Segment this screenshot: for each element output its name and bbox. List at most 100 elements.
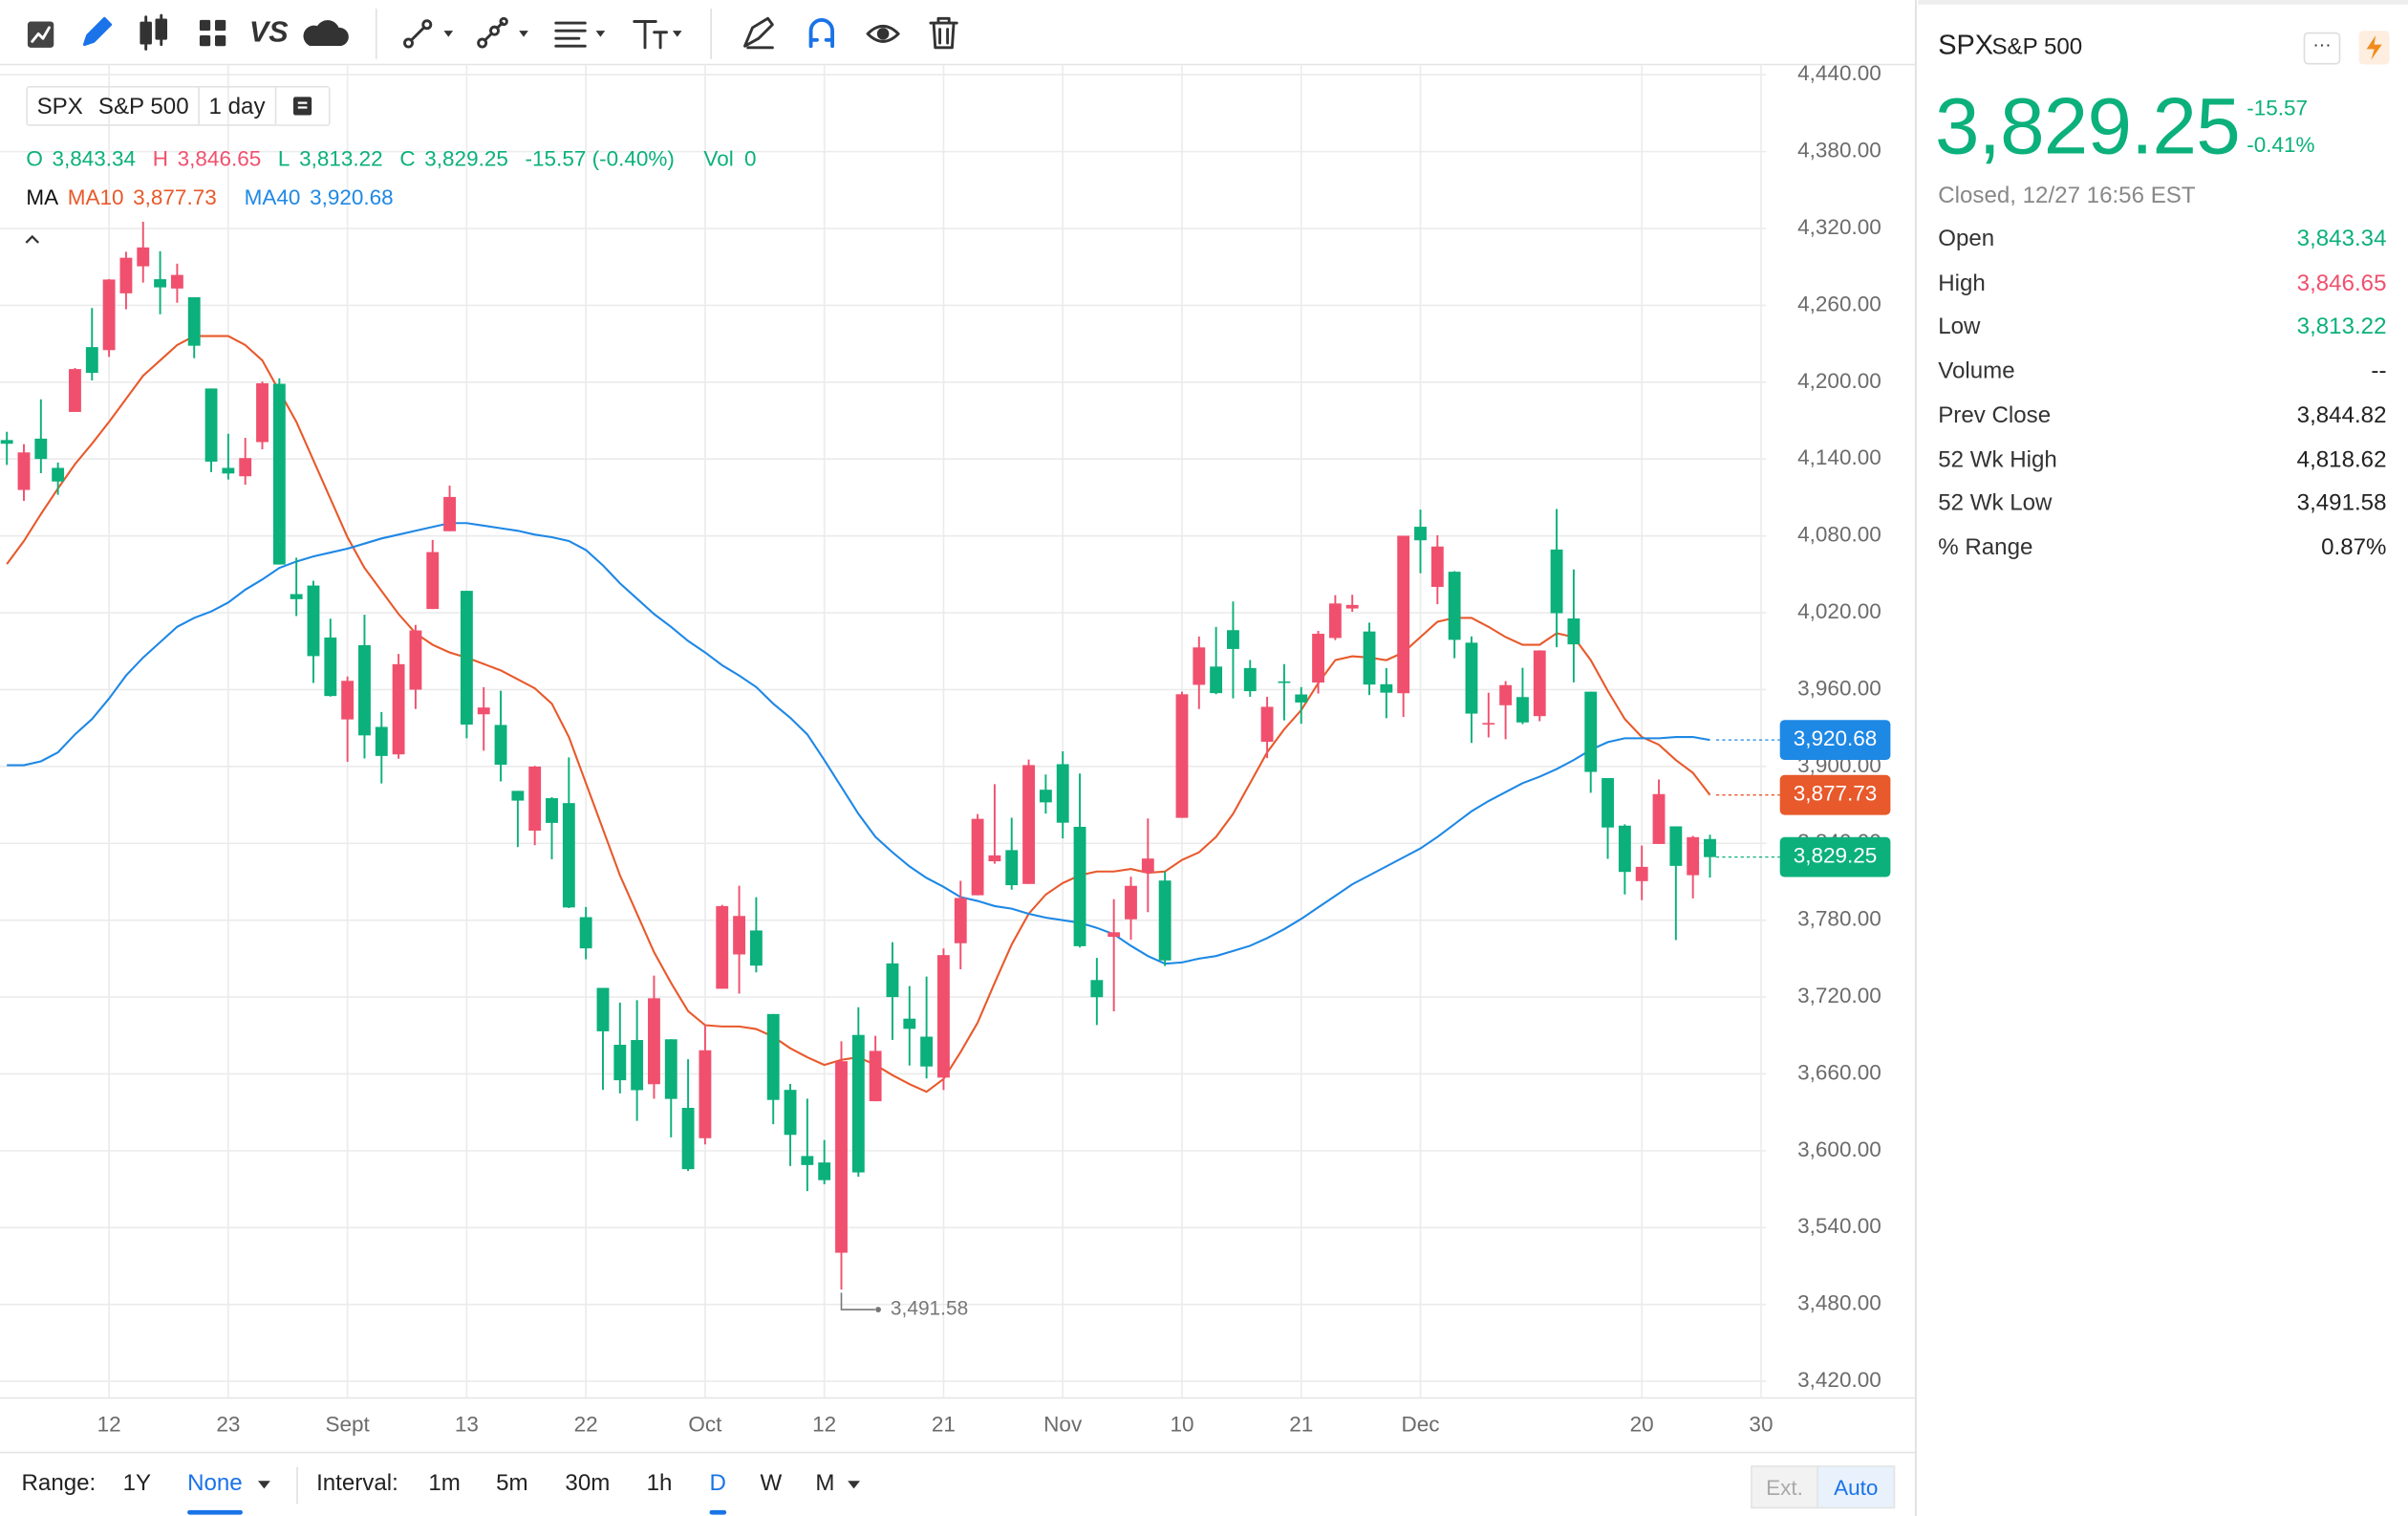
stat-label: 52 Wk Low <box>1938 489 2053 517</box>
stat-row: Low 3,813.22 <box>1938 314 2386 339</box>
candle-body <box>1141 858 1154 874</box>
stat-label: Volume <box>1938 357 2015 384</box>
delete-button[interactable] <box>929 16 958 50</box>
interval-dropdown[interactable] <box>847 1480 862 1492</box>
stat-value: 3,843.34 <box>2296 226 2387 252</box>
chart-type-button[interactable] <box>27 21 54 48</box>
candle-body <box>835 1061 848 1253</box>
visibility-button[interactable] <box>866 24 900 43</box>
interval-button[interactable]: W <box>760 1470 783 1497</box>
candle-body <box>358 645 371 736</box>
ohlc-value: 3,846.65 <box>177 145 262 171</box>
price-tag-label: 3,877.73 <box>1794 782 1878 806</box>
ohlc-value: 3,843.34 <box>52 145 137 171</box>
x-tick-label: Sept <box>325 1412 370 1436</box>
interval-label: Interval: <box>316 1470 398 1497</box>
candle-body <box>1652 793 1666 844</box>
more-button[interactable]: ··· <box>2303 32 2341 65</box>
candle-body <box>579 917 592 949</box>
ma-name: MA10 <box>67 184 124 209</box>
stat-row: % Range 0.87% <box>1938 534 2386 560</box>
candle-body <box>1175 694 1189 818</box>
candle-body <box>528 766 542 831</box>
candle-body <box>1328 603 1342 639</box>
interval-button[interactable]: 1h <box>646 1470 673 1497</box>
stat-value: 4,818.62 <box>2296 445 2387 473</box>
stat-value: 3,813.22 <box>2296 314 2387 340</box>
candle-body <box>477 707 490 715</box>
range-dropdown[interactable] <box>256 1480 271 1492</box>
candle-body <box>443 496 457 531</box>
stat-row: Volume -- <box>1938 358 2386 384</box>
candle-body <box>409 630 422 690</box>
candle-body <box>1243 667 1257 692</box>
interval-button[interactable]: M <box>815 1470 835 1497</box>
ohlc-value: 3,813.22 <box>299 145 383 171</box>
pen-tool[interactable] <box>743 16 774 50</box>
stat-value: 3,844.82 <box>2296 401 2387 429</box>
candle-button[interactable] <box>140 13 168 51</box>
layout-button[interactable] <box>199 19 226 47</box>
candle-body <box>69 369 81 412</box>
settings-button[interactable] <box>274 87 329 125</box>
interval-button[interactable]: 30m <box>565 1470 611 1497</box>
symbol-box[interactable]: SPX S&P 500 1 day <box>26 86 331 126</box>
ext-button[interactable]: Ext. <box>1751 1465 1818 1509</box>
range-label: Range: <box>21 1470 97 1497</box>
y-tick-label: 4,260.00 <box>1797 292 1881 315</box>
chart-panel: VS 3,420.00 3,480.00 3,540.00 3,600.00 3,660… <box>0 0 1917 1516</box>
range-button[interactable]: None <box>187 1470 243 1515</box>
candle-body <box>648 998 660 1085</box>
candle-body <box>1687 836 1700 876</box>
candle-body <box>903 1018 916 1029</box>
stat-label: Low <box>1938 314 1981 340</box>
x-tick-label: 20 <box>1630 1412 1654 1436</box>
fib-tool[interactable] <box>554 21 606 48</box>
stat-row: 52 Wk High 4,818.62 <box>1938 446 2386 472</box>
interval-button[interactable]: 1m <box>428 1470 461 1497</box>
candle-body <box>1345 604 1359 609</box>
candle-body <box>766 1013 780 1100</box>
candle-body <box>1430 546 1444 588</box>
stat-label: % Range <box>1938 534 2033 561</box>
candle-body <box>1312 634 1324 683</box>
interval-button[interactable]: D <box>709 1470 726 1515</box>
x-tick-label: 22 <box>574 1412 598 1436</box>
magnet-button[interactable] <box>808 18 835 49</box>
candle-body <box>341 681 355 720</box>
candle-body <box>613 1045 627 1081</box>
y-tick-label: 3,420.00 <box>1797 1368 1881 1392</box>
candle-body <box>716 906 729 989</box>
x-tick-label: 13 <box>455 1412 479 1436</box>
ohlc-label: H <box>152 145 169 171</box>
candle-body <box>272 383 286 565</box>
candle-body <box>562 803 575 908</box>
range-button[interactable]: 1Y <box>122 1470 152 1497</box>
collapse-legend[interactable] <box>25 234 39 244</box>
quote-price: 3,829.25 <box>1935 82 2241 173</box>
x-tick-label: 23 <box>216 1412 240 1436</box>
ohlc-label: O <box>26 145 43 171</box>
line-tool[interactable] <box>403 19 454 49</box>
candle-body <box>1295 694 1308 703</box>
candle-body <box>1516 697 1529 723</box>
alert-button[interactable] <box>2358 31 2390 65</box>
pattern-tool[interactable] <box>477 16 528 49</box>
compare-button[interactable]: VS <box>249 15 289 48</box>
cloud-button[interactable] <box>303 20 349 47</box>
text-tool[interactable] <box>633 20 682 50</box>
interval-button[interactable]: 5m <box>496 1470 528 1497</box>
stat-label: High <box>1938 270 1986 296</box>
ohlc-legend: O 3,843.34 H 3,846.65 L 3,813.22 C 3,829.25 … <box>26 146 756 171</box>
price-tag <box>1779 836 1891 877</box>
draw-button[interactable] <box>82 16 113 47</box>
y-tick-label: 3,600.00 <box>1797 1137 1881 1161</box>
stat-row: High 3,846.65 <box>1938 270 2386 295</box>
y-tick-label: 3,540.00 <box>1797 1214 1881 1238</box>
interval[interactable]: 1 day <box>198 87 274 125</box>
candle-body <box>1158 880 1172 961</box>
y-tick-label: 4,440.00 <box>1797 61 1881 85</box>
auto-button[interactable]: Auto <box>1817 1465 1896 1509</box>
candle-body <box>784 1090 797 1136</box>
symbol-name: S&P 500 <box>97 93 189 119</box>
